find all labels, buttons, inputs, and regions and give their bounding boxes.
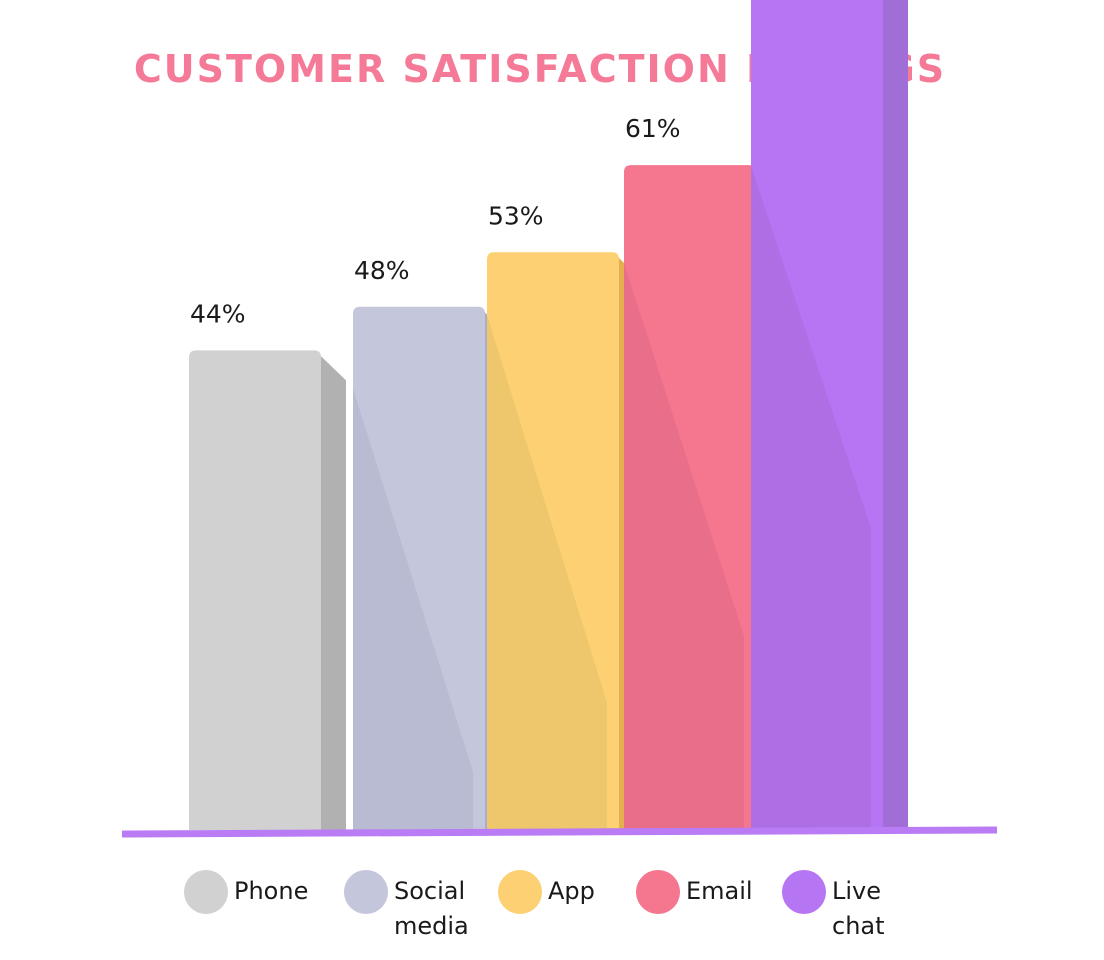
value-label-social-media: 48% — [354, 256, 410, 285]
legend-swatch-social-media — [344, 870, 388, 914]
bar-shadow-email — [751, 166, 871, 831]
legend-label-line: Live chat — [832, 877, 885, 940]
bar-shadow-phone — [353, 388, 473, 830]
value-labels: 44%48%53%61%82% — [190, 114, 681, 328]
legend-label-app: App — [548, 874, 595, 909]
legend-label-email: Email — [686, 874, 753, 909]
legend-label-social-media: Social media — [394, 874, 469, 944]
legend-label-line: Phone — [234, 877, 309, 905]
legend: Phone Social media App Email Live chat — [0, 868, 1104, 948]
legend-label-line: Email — [686, 877, 753, 905]
legend-swatch-live-chat — [782, 870, 826, 914]
bar-side-live-chat — [877, 0, 908, 830]
x-axis-baseline — [121, 826, 998, 838]
bar-shadow-app — [624, 263, 744, 830]
bar-side-phone — [315, 350, 346, 830]
value-label-phone: 44% — [190, 299, 246, 328]
bars — [189, 0, 908, 831]
legend-label-phone: Phone — [234, 874, 308, 909]
legend-label-line: Social — [394, 877, 466, 905]
legend-label-line: App — [548, 877, 595, 905]
legend-label-line: media — [394, 912, 469, 940]
legend-swatch-email — [636, 870, 680, 914]
legend-swatch-phone — [184, 870, 228, 914]
bar-shadow-social-media — [487, 314, 607, 830]
legend-swatch-app — [498, 870, 542, 914]
value-label-email: 61% — [625, 114, 681, 143]
bar-phone — [189, 350, 321, 830]
legend-label-live-chat: Live chat — [832, 874, 885, 944]
value-label-app: 53% — [488, 201, 544, 230]
